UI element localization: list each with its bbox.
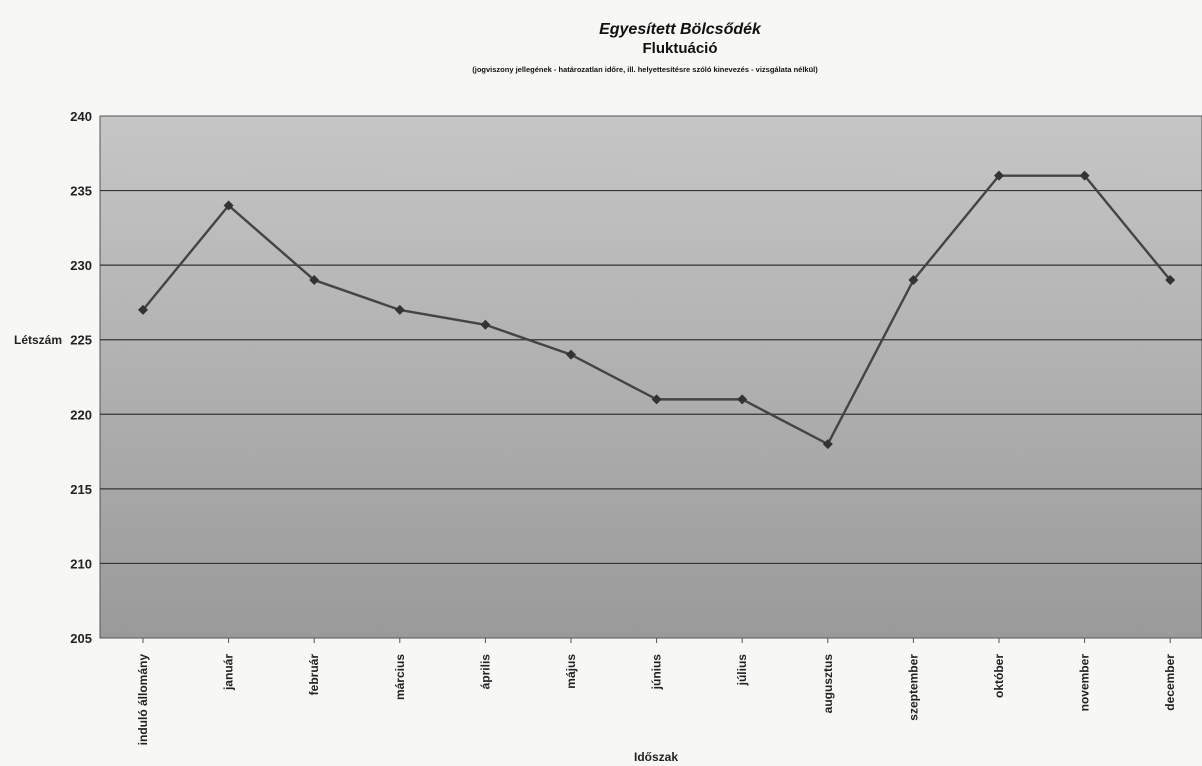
x-tick-label: induló állomány <box>136 654 150 746</box>
y-tick-label: 235 <box>70 184 92 199</box>
grid <box>100 189 1202 565</box>
x-tick-label: április <box>478 654 492 690</box>
data-point <box>394 304 405 315</box>
data-point <box>1165 275 1176 286</box>
y-tick-label: 225 <box>70 333 92 348</box>
x-tick-label: március <box>393 654 407 700</box>
data-point <box>1079 170 1090 181</box>
y-tick-label: 205 <box>70 631 92 646</box>
y-tick-label: 240 <box>70 109 92 124</box>
data-point <box>822 439 833 450</box>
x-tick-label: augusztus <box>821 654 835 714</box>
chart-title: Egyesített Bölcsődék <box>599 21 762 38</box>
x-axis-ticks: induló állomány január február március ápril… <box>136 638 1177 745</box>
y-tick-label: 220 <box>70 407 92 422</box>
plot-area <box>99 115 1202 639</box>
y-tick-label: 230 <box>70 258 92 273</box>
x-tick-label: október <box>992 654 1006 698</box>
x-tick-label: június <box>650 654 664 691</box>
x-axis-label: Időszak <box>634 750 678 764</box>
data-point <box>480 319 491 330</box>
x-tick-label: január <box>222 654 236 691</box>
y-tick-label: 210 <box>70 556 92 571</box>
x-tick-label: november <box>1078 654 1092 712</box>
x-tick-label: február <box>307 654 321 696</box>
data-point <box>994 170 1004 181</box>
data-point <box>566 349 576 360</box>
y-tick-label: 215 <box>70 482 92 497</box>
data-point <box>309 275 320 286</box>
data-point <box>651 394 662 405</box>
chart-note: (jogviszony jellegének - határozatlan id… <box>472 65 818 74</box>
data-point <box>223 200 234 211</box>
series-letszam <box>138 170 1176 450</box>
data-point <box>737 394 748 405</box>
x-tick-label: december <box>1163 654 1177 711</box>
data-point <box>138 304 148 315</box>
x-tick-label: szeptember <box>906 654 920 721</box>
y-axis-ticks: 205 210 215 220 225 230 235 240 <box>70 109 92 646</box>
data-point <box>908 275 919 286</box>
x-tick-label: július <box>735 654 749 687</box>
chart-subtitle: Fluktuáció <box>642 40 717 57</box>
x-tick-label: május <box>564 654 578 689</box>
y-axis-label: Létszám <box>14 333 62 347</box>
